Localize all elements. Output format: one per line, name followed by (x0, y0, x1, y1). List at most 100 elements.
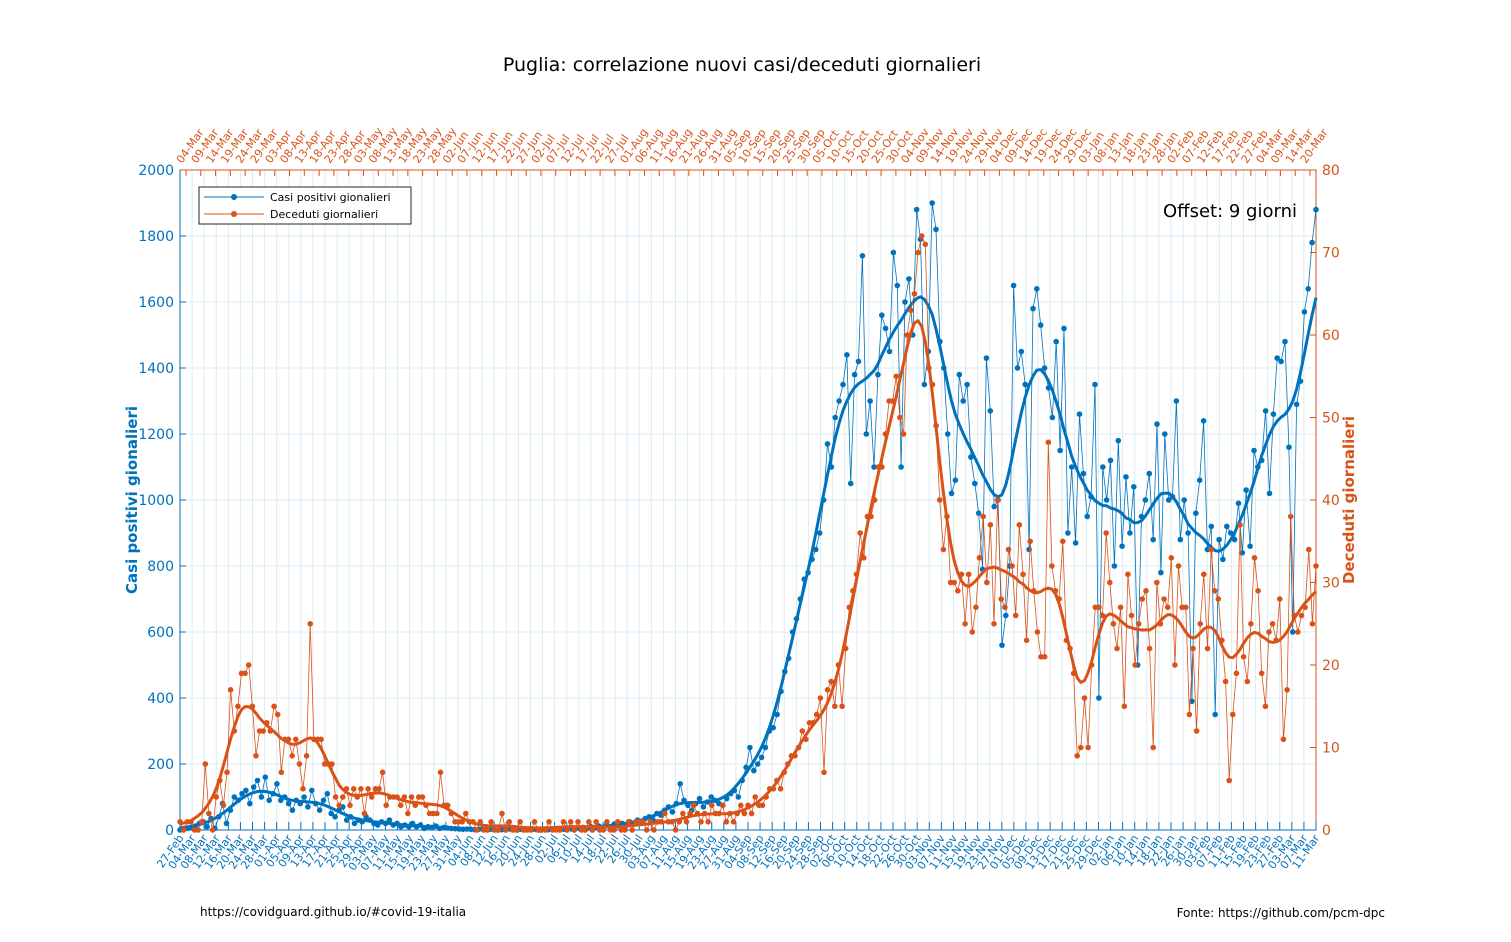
data-point (998, 596, 1004, 602)
legend-label-deceduti: Deceduti giornalieri (270, 208, 378, 221)
data-point (1045, 439, 1052, 446)
data-point (262, 774, 269, 780)
data-point (709, 802, 715, 809)
data-point (851, 371, 858, 378)
data-point (231, 794, 238, 800)
data-point (1049, 563, 1055, 569)
data-point (615, 819, 621, 825)
data-point (1103, 497, 1110, 503)
data-point (1190, 645, 1196, 652)
data-point (944, 431, 951, 437)
data-point (235, 703, 241, 710)
data-point (1065, 530, 1071, 536)
legend-marker-deceduti (231, 211, 237, 217)
data-point (863, 431, 870, 437)
data-point (340, 794, 346, 800)
data-point (293, 736, 299, 743)
data-point (738, 802, 744, 809)
data-point (911, 291, 918, 297)
legend: Casi positivi gionalieri Deceduti giorna… (198, 186, 412, 225)
data-point (991, 503, 997, 510)
right-tick-label: 60 (1322, 328, 1340, 344)
data-point (1107, 579, 1113, 586)
data-point (1237, 522, 1243, 528)
legend-label-casi: Casi positivi gionalieri (270, 191, 391, 204)
data-point (960, 398, 966, 404)
data-point (1266, 629, 1272, 635)
data-point (243, 787, 249, 794)
data-point (976, 555, 983, 561)
data-point (300, 786, 306, 792)
data-point (1085, 744, 1091, 751)
data-point (762, 744, 769, 751)
data-point (305, 804, 311, 810)
data-point (1142, 497, 1149, 503)
data-point (913, 206, 920, 213)
data-point (1244, 678, 1251, 685)
data-point (1053, 338, 1059, 345)
data-point (758, 754, 765, 761)
data-point (209, 827, 216, 833)
data-point (309, 787, 315, 794)
legend-box (198, 186, 412, 225)
data-point (1220, 556, 1226, 563)
data-point (1309, 239, 1315, 246)
data-point (708, 794, 714, 800)
data-point (1096, 695, 1102, 701)
data-point (735, 794, 742, 800)
data-point (839, 703, 845, 710)
data-point (1306, 546, 1312, 553)
data-point (625, 819, 632, 825)
data-point (1233, 670, 1240, 677)
data-point (643, 827, 650, 833)
data-point (495, 827, 502, 833)
data-point (1212, 711, 1218, 718)
data-point (260, 728, 267, 734)
data-point (258, 794, 265, 800)
data-point (774, 711, 780, 718)
data-point (513, 827, 520, 833)
data-point (1012, 612, 1019, 619)
data-point (1030, 305, 1036, 312)
data-point (1150, 536, 1156, 543)
data-point (900, 431, 907, 437)
data-point (836, 398, 842, 404)
data-point (1181, 497, 1187, 503)
left-tick-label: 200 (147, 757, 174, 773)
data-point (1020, 571, 1026, 578)
data-point (198, 819, 205, 825)
data-point (983, 355, 990, 361)
data-point (677, 781, 683, 787)
data-point (859, 253, 866, 259)
data-point (1135, 621, 1142, 627)
data-point (886, 348, 893, 355)
data-point (1193, 728, 1200, 734)
right-tick-label: 20 (1322, 658, 1340, 674)
data-point (589, 827, 596, 833)
data-point (343, 817, 350, 823)
data-point (242, 670, 248, 677)
data-point (1115, 437, 1122, 444)
data-point (894, 282, 901, 289)
right-tick-label: 0 (1322, 823, 1331, 839)
data-point (506, 819, 512, 825)
data-point (956, 371, 963, 378)
left-tick-label: 1000 (138, 493, 174, 509)
data-point (1009, 563, 1015, 569)
data-point (303, 753, 310, 759)
chart-title: Puglia: correlazione nuovi casi/deceduti… (503, 54, 981, 76)
data-point (1208, 523, 1215, 530)
data-point (1295, 629, 1301, 635)
data-point (289, 753, 296, 759)
data-point (972, 480, 978, 487)
data-point (546, 819, 552, 825)
data-point (250, 784, 257, 790)
data-point (1005, 546, 1012, 553)
data-point (316, 807, 323, 813)
right-tick-label: 10 (1322, 741, 1340, 757)
data-point (948, 490, 955, 497)
data-point (1305, 286, 1311, 292)
data-point (832, 703, 838, 710)
data-point (622, 827, 628, 833)
left-tick-label: 1200 (138, 427, 174, 443)
